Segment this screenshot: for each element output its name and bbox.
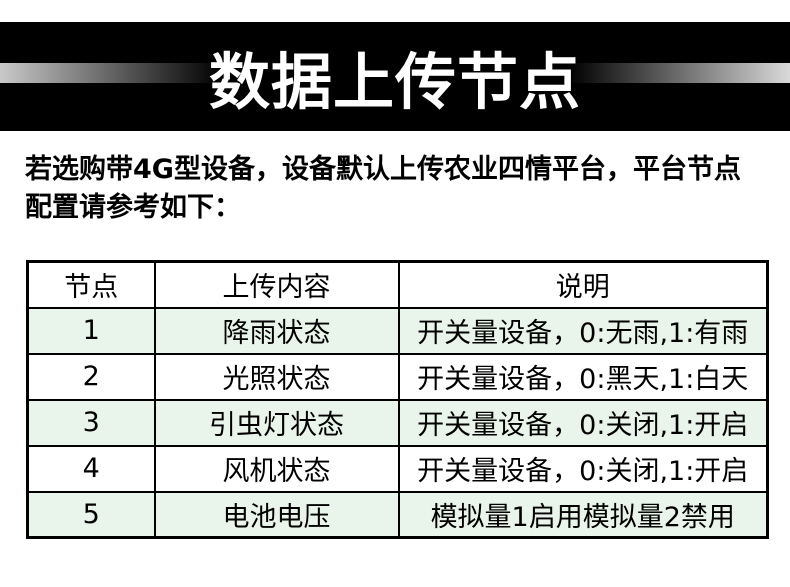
cell-description: 模拟量1启用模拟量2禁用 <box>397 490 769 539</box>
cell-node: 4 <box>26 444 156 493</box>
cell-description: 开关量设备，0:关闭,1:开启 <box>397 444 769 493</box>
table-row: 5 电池电压 模拟量1启用模拟量2禁用 <box>26 490 769 539</box>
cell-content: 光照状态 <box>153 352 400 401</box>
intro-line-1: 若选购带4G型设备，设备默认上传农业四情平台，平台节点 <box>25 154 741 185</box>
cell-description: 开关量设备，0:无雨,1:有雨 <box>397 306 769 355</box>
title-banner: 数据上传节点 <box>0 22 790 131</box>
banner-gradient-stripe <box>0 63 790 83</box>
cell-node: 3 <box>26 398 156 447</box>
table-row: 2 光照状态 开关量设备，0:黑天,1:白天 <box>26 352 769 401</box>
header-content: 上传内容 <box>153 260 400 309</box>
cell-node: 1 <box>26 306 156 355</box>
page-title: 数据上传节点 <box>208 47 581 118</box>
table-row: 3 引虫灯状态 开关量设备，0:关闭,1:开启 <box>26 398 769 447</box>
table-row: 4 风机状态 开关量设备，0:关闭,1:开启 <box>26 444 769 493</box>
intro-line-2: 配置请参考如下： <box>25 192 241 223</box>
cell-content: 降雨状态 <box>153 306 400 355</box>
table-header-row: 节点 上传内容 说明 <box>26 260 769 309</box>
node-table: 节点 上传内容 说明 1 降雨状态 开关量设备，0:无雨,1:有雨 2 光照状态… <box>26 260 769 539</box>
cell-content: 引虫灯状态 <box>153 398 400 447</box>
header-description: 说明 <box>397 260 769 309</box>
cell-content: 电池电压 <box>153 490 400 539</box>
cell-description: 开关量设备，0:黑天,1:白天 <box>397 352 769 401</box>
cell-node: 2 <box>26 352 156 401</box>
cell-description: 开关量设备，0:关闭,1:开启 <box>397 398 769 447</box>
intro-paragraph: 若选购带4G型设备，设备默认上传农业四情平台，平台节点 配置请参考如下： <box>25 151 770 227</box>
cell-content: 风机状态 <box>153 444 400 493</box>
table-row: 1 降雨状态 开关量设备，0:无雨,1:有雨 <box>26 306 769 355</box>
table-body: 1 降雨状态 开关量设备，0:无雨,1:有雨 2 光照状态 开关量设备，0:黑天… <box>26 306 769 539</box>
header-node: 节点 <box>26 260 156 309</box>
cell-node: 5 <box>26 490 156 539</box>
